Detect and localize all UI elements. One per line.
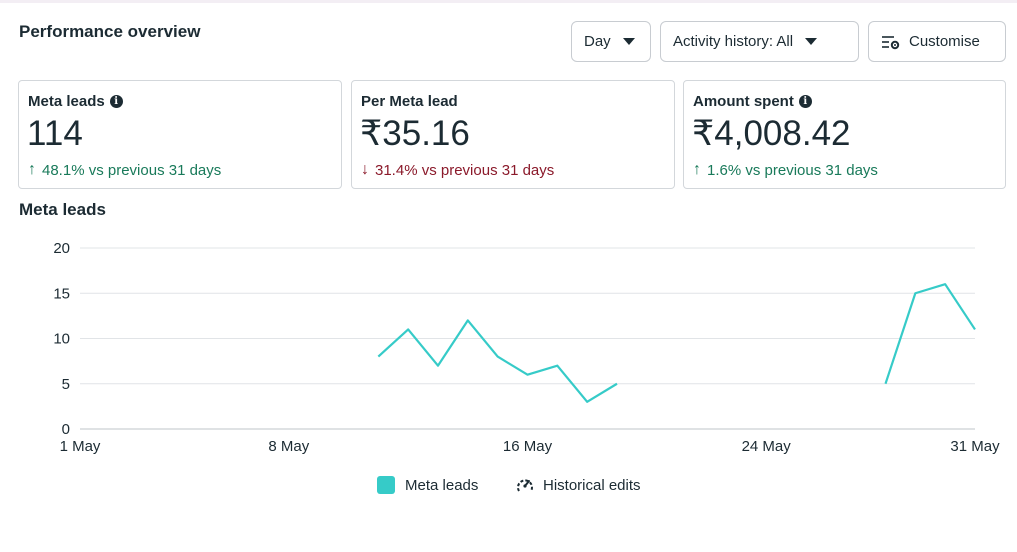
y-tick-label: 5 bbox=[62, 376, 70, 393]
y-tick-label: 0 bbox=[62, 421, 70, 438]
legend-item-meta-leads[interactable]: Meta leads bbox=[377, 476, 478, 494]
legend-label: Historical edits bbox=[543, 476, 641, 494]
day-dropdown-label: Day bbox=[584, 33, 611, 50]
page-title: Performance overview bbox=[19, 22, 201, 41]
info-icon[interactable]: i bbox=[109, 95, 123, 108]
caret-down-icon bbox=[805, 38, 818, 45]
legend-swatch bbox=[377, 476, 395, 494]
y-tick-label: 20 bbox=[53, 240, 70, 257]
x-tick-label: 8 May bbox=[268, 438, 309, 455]
activity-history-dropdown[interactable]: Activity history: All bbox=[660, 21, 859, 62]
metric-label: Amount spent i bbox=[693, 93, 812, 110]
meta-leads-line-chart[interactable]: 0 5 10 15 20 1 May 8 May 16 May 24 May 31 May bbox=[0, 225, 1017, 465]
customise-label: Customise bbox=[909, 33, 980, 50]
caret-down-icon bbox=[622, 38, 635, 45]
metric-delta: ↑ 1.6% vs previous 31 days bbox=[693, 161, 878, 179]
arrow-down-icon: ↓ bbox=[361, 161, 369, 178]
activity-history-label: Activity history: All bbox=[673, 33, 794, 50]
metric-delta: ↓ 31.4% vs previous 31 days bbox=[361, 161, 554, 179]
chart-title: Meta leads bbox=[19, 200, 106, 219]
metric-label: Meta leads i bbox=[28, 93, 123, 110]
customise-button[interactable]: Customise bbox=[868, 21, 1006, 62]
metric-delta: ↑ 48.1% vs previous 31 days bbox=[28, 161, 221, 179]
y-tick-label: 15 bbox=[53, 285, 70, 302]
top-divider bbox=[0, 0, 1017, 3]
legend-item-historical-edits[interactable]: Historical edits bbox=[515, 476, 641, 494]
x-tick-label: 1 May bbox=[60, 438, 101, 455]
legend-label: Meta leads bbox=[405, 476, 479, 494]
sliders-gear-icon bbox=[882, 35, 900, 49]
arrow-up-icon: ↑ bbox=[28, 161, 36, 178]
metric-value: ₹35.16 bbox=[360, 114, 470, 153]
gauge-icon bbox=[517, 479, 533, 492]
series-line-meta-leads[interactable] bbox=[884, 283, 976, 385]
metric-label-text: Per Meta lead bbox=[361, 93, 458, 110]
metric-value: ₹4,008.42 bbox=[692, 114, 851, 153]
metric-delta-text: 31.4% vs previous 31 days bbox=[375, 161, 555, 179]
metric-label-text: Meta leads bbox=[28, 93, 105, 110]
metric-value: 114 bbox=[27, 114, 83, 153]
metric-delta-text: 48.1% vs previous 31 days bbox=[42, 161, 222, 179]
info-icon[interactable]: i bbox=[798, 95, 812, 108]
x-tick-label: 16 May bbox=[503, 438, 553, 455]
metric-card-per-meta-lead[interactable]: Per Meta lead ₹35.16 ↓ 31.4% vs previous… bbox=[351, 80, 675, 189]
metric-card-meta-leads[interactable]: Meta leads i 114 ↑ 48.1% vs previous 31 … bbox=[18, 80, 342, 189]
series-line-meta-leads[interactable] bbox=[377, 319, 618, 403]
metric-delta-text: 1.6% vs previous 31 days bbox=[707, 161, 878, 179]
metric-label-text: Amount spent bbox=[693, 93, 794, 110]
day-dropdown[interactable]: Day bbox=[571, 21, 651, 62]
x-tick-label: 24 May bbox=[742, 438, 792, 455]
x-tick-label: 31 May bbox=[950, 438, 1000, 455]
metric-card-amount-spent[interactable]: Amount spent i ₹4,008.42 ↑ 1.6% vs previ… bbox=[683, 80, 1006, 189]
metric-label: Per Meta lead bbox=[361, 93, 458, 110]
arrow-up-icon: ↑ bbox=[693, 161, 701, 178]
y-tick-label: 10 bbox=[53, 331, 70, 348]
